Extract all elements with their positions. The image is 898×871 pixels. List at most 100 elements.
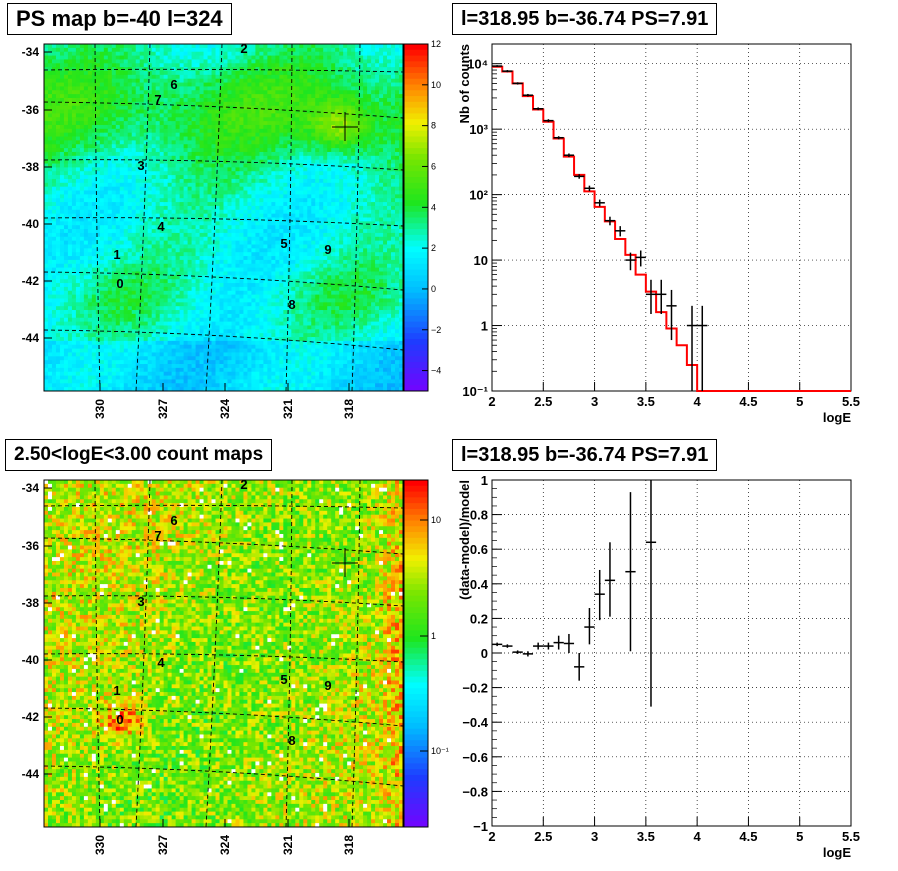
latitude-line <box>43 68 404 73</box>
colorbar-frame <box>403 43 429 392</box>
colorbar-cell <box>404 780 428 788</box>
residual-point <box>594 569 605 621</box>
colorbar-cell <box>404 234 428 242</box>
residual-point <box>584 608 595 645</box>
colorbar-cell <box>404 96 428 103</box>
residual-point <box>502 644 513 648</box>
x-tick-label: 3.5 <box>637 394 655 409</box>
colorbar-cell <box>404 809 428 816</box>
colorbar-tick-label: −2 <box>431 325 441 335</box>
colorbar-cell <box>404 205 428 213</box>
x-tick-label: 4.5 <box>739 829 757 844</box>
x-tick-label: 2.5 <box>534 394 552 409</box>
colorbar-cell <box>404 327 428 334</box>
colorbar-cell <box>404 601 428 608</box>
colorbar-tick-label: 1 <box>431 631 436 641</box>
heatmap-cells <box>44 480 404 828</box>
colorbar-cell <box>404 676 428 683</box>
x-axis-label: logE <box>823 410 851 425</box>
colorbar-cell <box>404 246 428 253</box>
colorbar-cell <box>404 362 428 369</box>
colorbar-cell <box>404 292 428 299</box>
y-tick-label: 10 <box>474 253 488 268</box>
residual-point <box>492 642 503 647</box>
source-label: 2 <box>240 41 247 56</box>
colorbar-cell <box>404 543 428 550</box>
count-map-svg: -34 -36 -38 -40 -42 -44 330 327 324 321 318 0 1 2 3 4 5 6… <box>22 477 449 855</box>
colorbar-cell <box>404 821 428 828</box>
colorbar-cell <box>404 641 428 649</box>
data-point <box>502 70 513 73</box>
data-point <box>543 119 554 123</box>
residual-point <box>522 651 534 657</box>
colorbar-cell <box>404 373 428 380</box>
colorbar-cell <box>404 693 428 701</box>
data-point <box>635 250 646 267</box>
spectrum-title: l=318.95 b=-36.74 PS=7.91 <box>452 3 718 35</box>
colorbar-cell <box>404 298 428 305</box>
colorbar-cell <box>404 485 428 493</box>
count-map-panel: -34 -36 -38 -40 -42 -44 330 327 324 321 318 0 1 2 3 4 5 6… <box>0 436 449 871</box>
colorbar-cell <box>404 792 428 799</box>
spectrum-svg: 2 2.5 3 3.5 4 4.5 5 5.5 10⁴ 10³ 10² 10 1 10⁻¹ logE Nb o… <box>457 43 860 425</box>
longitude-line <box>94 479 101 828</box>
colorbar-cell <box>404 734 428 741</box>
x-tick-label: 2 <box>488 829 495 844</box>
colorbar-cell <box>404 769 428 776</box>
x-tick-label: 4 <box>694 394 702 409</box>
colorbar-cell <box>404 520 428 527</box>
colorbar-cell <box>404 257 428 265</box>
map-frame <box>43 43 404 392</box>
colorbar-cell <box>404 670 428 678</box>
colorbar-cell <box>404 356 428 363</box>
colorbar-tick-label: 0 <box>431 284 436 294</box>
y-tick-label: −0.2 <box>462 681 488 696</box>
colorbar-cell <box>404 165 428 172</box>
colorbar-cell <box>404 555 428 562</box>
residual-point <box>604 542 616 617</box>
y-tick-label: -38 <box>22 160 40 174</box>
colorbar-cell <box>404 159 428 166</box>
colorbar-cell <box>404 171 428 178</box>
colorbar-cell <box>404 774 428 782</box>
y-tick-label: -36 <box>22 539 40 553</box>
colorbar-cell <box>404 803 428 811</box>
colorbar-cell <box>404 647 428 654</box>
colorbar-cell <box>404 136 428 143</box>
colorbar-cell <box>404 618 428 626</box>
colorbar-cell <box>404 84 428 91</box>
residual-point <box>574 653 585 681</box>
colorbar-cell <box>404 514 428 521</box>
residual-point <box>512 650 523 654</box>
y-tick-label: 0.6 <box>470 542 488 557</box>
colorbar-cell <box>404 101 428 109</box>
y-tick-label: -40 <box>22 217 40 231</box>
colorbar-cell <box>404 688 428 695</box>
longitude-line <box>94 43 101 392</box>
y-tick-label: −0.4 <box>462 715 488 730</box>
colorbar-cell <box>404 72 428 80</box>
colorbar-cell <box>404 595 428 602</box>
colorbar-cell <box>404 275 428 282</box>
colorbar-cell <box>404 497 428 504</box>
source-label: 6 <box>170 513 177 528</box>
y-tick-label: 10⁴ <box>467 57 488 72</box>
source-label: 8 <box>288 297 295 312</box>
data-point <box>492 65 503 68</box>
ps-map-panel: -34 -36 -38 -40 -42 -44 330 327 324 321 318 0 1 2 3 4 5 6… <box>0 0 449 436</box>
residual-svg: 2 2.5 3 3.5 4 4.5 5 5.5 1 0.8 0.6 0.4 0.2 0 −0.2 −0.4 −0… <box>457 473 860 860</box>
residual-panel: 2 2.5 3 3.5 4 4.5 5 5.5 1 0.8 0.6 0.4 0.2 0 −0.2 −0.4 −0… <box>449 436 898 871</box>
x-tick-label: 327 <box>156 399 170 419</box>
x-tick-label: 5.5 <box>842 394 860 409</box>
y-tick-label: -36 <box>22 103 40 117</box>
source-label: 4 <box>157 655 165 670</box>
residual-point <box>645 480 657 707</box>
map-frame <box>43 479 404 828</box>
colorbar-cell <box>404 589 428 597</box>
data-point <box>615 226 626 237</box>
residual-point <box>543 642 554 650</box>
colorbar-cell <box>404 211 428 218</box>
data-point <box>512 82 523 85</box>
longitude-line <box>351 479 361 828</box>
x-tick-label: 5.5 <box>842 829 860 844</box>
